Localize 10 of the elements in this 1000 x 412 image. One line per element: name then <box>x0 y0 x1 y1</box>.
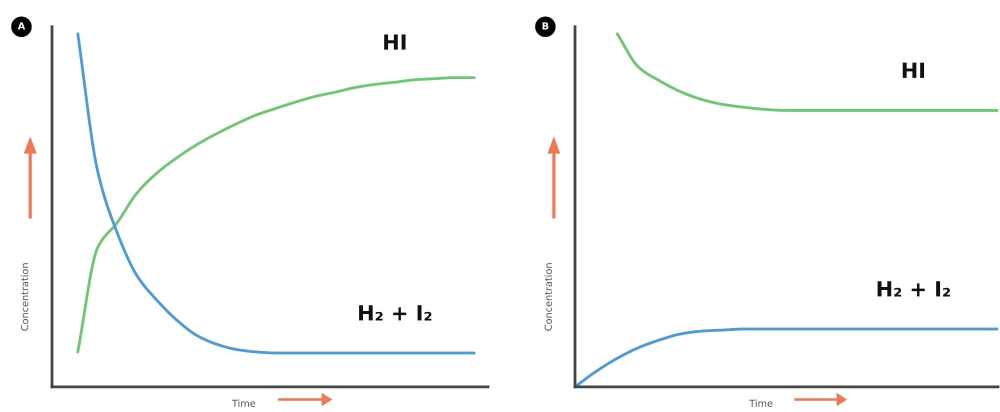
series-label: H₂ + I₂ <box>878 281 950 296</box>
chart-title: A <box>18 22 26 30</box>
series-label: H₂ + I₂ <box>359 305 432 320</box>
series-label: HI <box>902 62 924 78</box>
series-label: HI <box>384 34 406 50</box>
chart-title: B <box>542 22 548 30</box>
x-axis-title: Time <box>749 399 772 407</box>
y-axis-title: Concentration <box>20 263 28 331</box>
x-axis-title: Time <box>232 399 256 407</box>
y-axis-title: Concentration <box>544 263 552 331</box>
